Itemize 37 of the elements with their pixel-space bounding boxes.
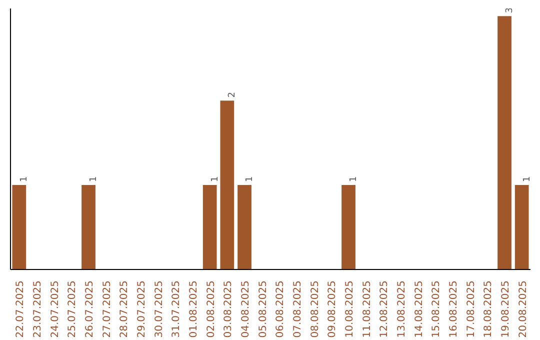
x-tick-label: 10.08.2025 <box>344 280 356 338</box>
x-tick-label: 28.07.2025 <box>119 280 130 338</box>
x-tick-label: 22.07.2025 <box>15 280 26 338</box>
x-tick-label: 01.08.2025 <box>188 280 200 338</box>
x-tick-label: 07.08.2025 <box>292 280 304 338</box>
data-label: 1 <box>245 176 255 182</box>
x-tick-label: 18.08.2025 <box>483 280 494 338</box>
data-label: 1 <box>349 176 359 182</box>
x-tick-label: 09.08.2025 <box>327 280 338 338</box>
x-tick-label: 05.08.2025 <box>258 280 269 338</box>
x-tick-label: 12.08.2025 <box>379 280 390 338</box>
x-tick-label: 30.07.2025 <box>154 280 165 338</box>
x-tick-label: 08.08.2025 <box>310 280 321 338</box>
x-tick-label: 26.07.2025 <box>84 280 96 338</box>
data-label: 2 <box>228 92 238 98</box>
x-tick-label: 06.08.2025 <box>275 280 286 338</box>
x-tick-label: 02.08.2025 <box>206 280 217 338</box>
x-tick-label: 14.08.2025 <box>414 280 425 338</box>
x-tick-label: 15.08.2025 <box>431 280 442 338</box>
x-tick-label: 11.08.2025 <box>362 280 373 338</box>
data-label: 1 <box>210 176 220 182</box>
x-tick-label: 17.08.2025 <box>466 280 477 338</box>
x-tick-label: 31.07.2025 <box>171 280 182 338</box>
x-tick-label: 24.07.2025 <box>50 280 61 338</box>
x-tick-label: 25.07.2025 <box>67 280 78 338</box>
x-tick-label: 19.08.2025 <box>500 280 512 338</box>
x-tick-label: 23.07.2025 <box>32 280 44 338</box>
data-label: 1 <box>522 176 532 182</box>
x-tick-label: 03.08.2025 <box>223 280 234 338</box>
data-label: 1 <box>89 176 99 182</box>
x-tick-label: 04.08.2025 <box>240 280 252 338</box>
data-label: 1 <box>20 176 30 182</box>
x-tick-label: 16.08.2025 <box>448 280 460 338</box>
x-tick-label: 29.07.2025 <box>136 280 148 338</box>
x-tick-label: 27.07.2025 <box>102 280 113 338</box>
x-tick-label: 13.08.2025 <box>396 280 408 338</box>
x-tick-label: 20.08.2025 <box>518 280 529 338</box>
